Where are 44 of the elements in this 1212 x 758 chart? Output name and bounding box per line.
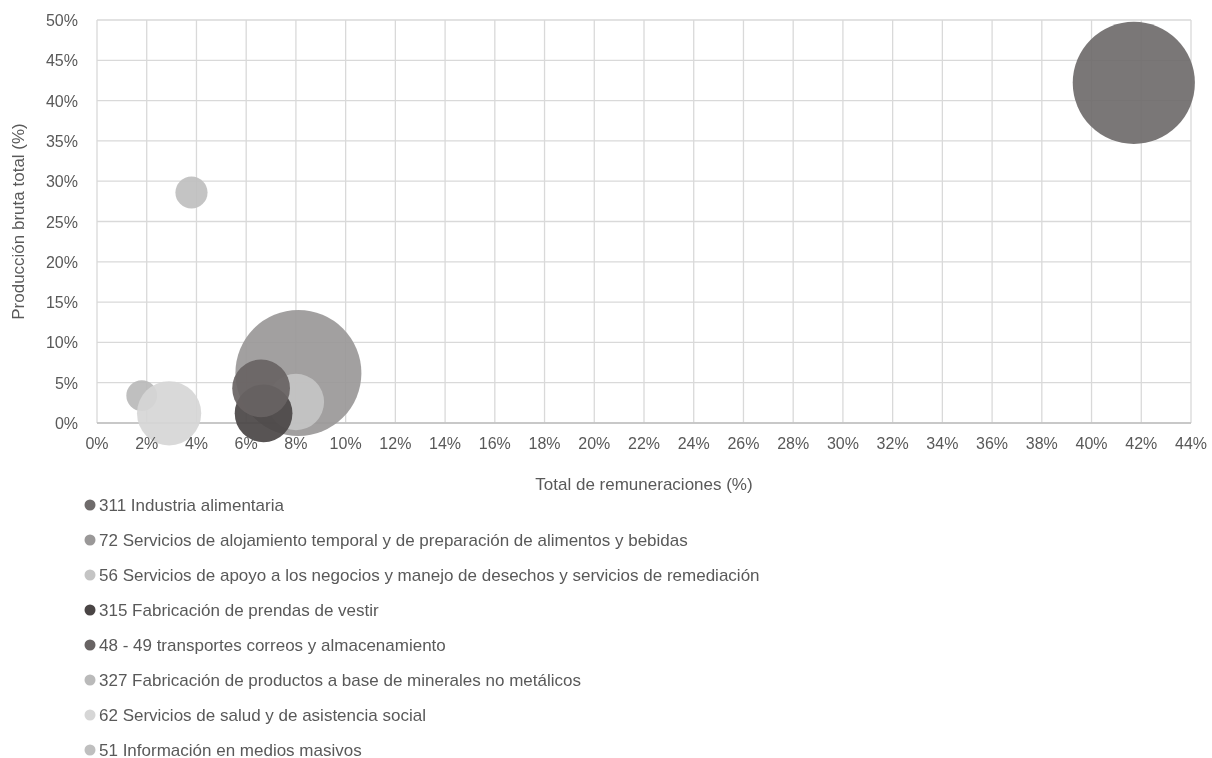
legend-label: 311 Industria alimentaria — [99, 496, 285, 515]
legend-label: 62 Servicios de salud y de asistencia social — [99, 706, 426, 725]
x-tick-label: 26% — [727, 435, 760, 452]
legend-label: 72 Servicios de alojamiento temporal y de preparación de alimentos y bebidas — [99, 531, 688, 550]
x-tick-label: 32% — [876, 435, 909, 452]
x-tick-label: 0% — [85, 435, 109, 452]
legend-label: 51 Información en medios masivos — [99, 741, 362, 758]
x-axis-title: Total de remuneraciones (%) — [535, 475, 753, 494]
y-tick-label: 10% — [45, 334, 78, 352]
x-tick-label: 30% — [826, 435, 859, 452]
y-tick-label: 30% — [45, 173, 78, 191]
x-tick-label: 2% — [135, 435, 159, 452]
x-tick-label: 16% — [478, 435, 511, 452]
x-tick-label: 28% — [777, 435, 810, 452]
legend-label: 327 Fabricación de productos a base de minerales no metálicos — [99, 671, 581, 690]
y-tick-label: 15% — [45, 294, 78, 312]
x-tick-label: 22% — [627, 435, 661, 452]
x-tick-label: 12% — [379, 435, 412, 452]
legend-label: 56 Servicios de apoyo a los negocios y manejo de desechos y servicios de remediación — [99, 566, 760, 585]
y-tick-label: 5% — [54, 374, 78, 392]
x-tick-label: 8% — [284, 435, 308, 452]
x-tick-label: 4% — [184, 435, 209, 452]
y-tick-label: 25% — [45, 213, 78, 231]
x-tick-label: 14% — [429, 435, 462, 452]
legend-label: 48 - 49 transportes correos y almacenamiento — [99, 636, 446, 655]
y-tick-label: 0% — [54, 415, 78, 432]
x-tick-label: 6% — [234, 435, 258, 452]
x-tick-label: 24% — [677, 435, 710, 452]
y-tick-label: 20% — [45, 253, 78, 271]
x-tick-label: 20% — [578, 435, 611, 452]
legend-label: 315 Fabricación de prendas de vestir — [99, 601, 380, 620]
x-tick-label: 44% — [1174, 435, 1208, 452]
x-tick-label: 40% — [1075, 435, 1108, 452]
y-axis-title: Producción bruta total (%) — [9, 123, 28, 320]
x-tick-label: 18% — [528, 435, 561, 452]
x-tick-label: 10% — [329, 435, 362, 452]
x-tick-label: 36% — [976, 435, 1009, 452]
y-tick-label: 40% — [45, 92, 78, 110]
x-tick-label: 38% — [1025, 435, 1058, 452]
x-tick-label: 42% — [1125, 435, 1158, 452]
y-tick-label: 45% — [45, 52, 78, 70]
y-tick-label: 35% — [45, 132, 78, 150]
y-tick-label: 50% — [45, 12, 78, 29]
x-tick-label: 34% — [926, 435, 959, 452]
